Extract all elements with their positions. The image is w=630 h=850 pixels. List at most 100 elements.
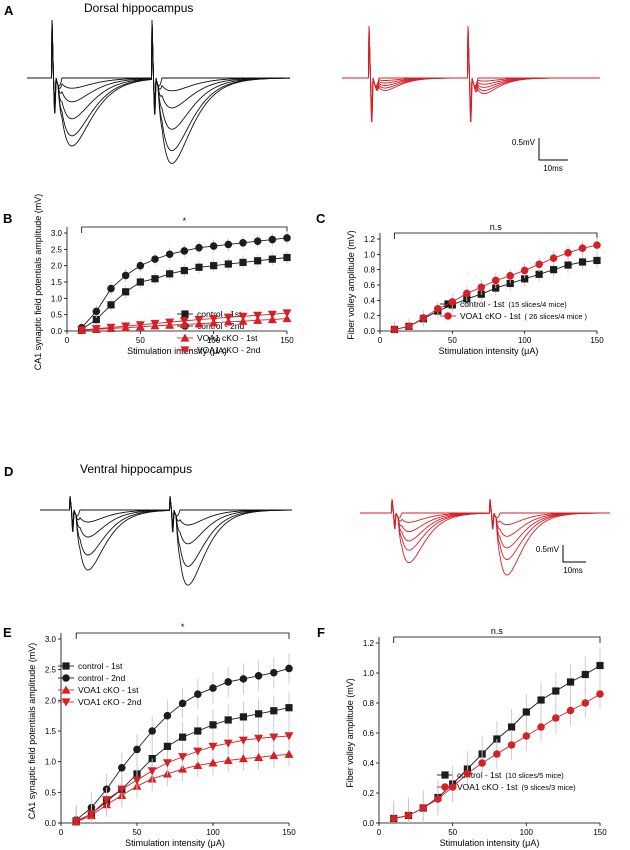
data-point: [267, 315, 277, 324]
legend-entry: VOA1 cKO - 1st: [58, 685, 139, 695]
y-tick-label: 0.6: [364, 281, 376, 290]
scale-bar-d: 0.5mV 10ms: [536, 545, 586, 575]
legend-name: control - 1st: [460, 299, 505, 309]
data-point: [92, 315, 100, 324]
x-tick-label: 150: [280, 336, 294, 345]
data-point: [419, 314, 428, 322]
data-point: [151, 255, 159, 263]
x-axis-label: Stimulation intensity (μA): [440, 838, 540, 848]
data-point: [122, 288, 130, 296]
data-point: [224, 260, 232, 268]
legend-name: control - 2nd: [197, 321, 245, 331]
trace-sweep: [40, 495, 292, 586]
legend-label: control - 1st (10 slices/5 mice): [457, 770, 564, 780]
y-tick-label: 0.2: [363, 789, 375, 798]
y-tick-label: 3.0: [51, 229, 63, 238]
legend-note: (15 slices/4 mice): [508, 300, 567, 309]
data-point: [593, 256, 601, 265]
data-point: [194, 727, 202, 735]
data-point: [267, 310, 277, 319]
data-point: [194, 315, 204, 325]
data-point: [91, 325, 101, 334]
data-point: [224, 716, 232, 724]
data-point: [282, 314, 292, 323]
legend-label: control - 1st (15 slices/4 mice): [460, 299, 567, 309]
series-voa1-cko-2nd: [77, 309, 292, 335]
legend-name: control - 1st: [457, 770, 502, 780]
x-tick-label: 50: [136, 336, 145, 345]
data-point: [179, 317, 189, 326]
y-tick-label: 0.4: [364, 296, 376, 305]
data-point: [193, 760, 203, 769]
x-tick-label: 0: [59, 828, 64, 837]
data-point: [238, 312, 248, 321]
y-tick-label: 1.0: [363, 669, 375, 678]
y-tick-label: 1.0: [51, 294, 63, 303]
panel-letter: B: [3, 211, 12, 226]
data-point: [596, 690, 604, 698]
data-point: [150, 319, 160, 328]
legend-label: VOA1 cKO - 1st (9 slices/3 mice): [457, 782, 576, 792]
data-point: [254, 752, 264, 761]
data-point: [208, 742, 218, 751]
scale-bar-a: 0.5mV 10ms: [512, 138, 568, 173]
series-control-2nd: [72, 653, 293, 824]
data-point: [239, 675, 248, 683]
legend-entry: VOA1 cKO - 1st (9 slices/3 mice): [437, 782, 576, 792]
x-tick-label: 50: [133, 828, 142, 837]
data-point: [521, 275, 529, 283]
data-point: [224, 240, 233, 249]
legend-name: VOA1 cKO - 1st: [460, 311, 521, 321]
y-axis-label: CA1 synaptic field potentials amplitude …: [27, 643, 37, 820]
data-point: [463, 289, 471, 298]
legend-marker: [180, 346, 190, 355]
data-point: [285, 664, 293, 673]
data-point: [270, 668, 278, 677]
data-point: [564, 249, 572, 257]
legend-name: VOA1 cKO - 1st: [197, 333, 258, 343]
data-point: [581, 699, 590, 707]
data-point: [209, 684, 217, 692]
data-point: [178, 753, 188, 762]
legend-marker: [444, 312, 452, 320]
data-point: [390, 325, 399, 334]
data-point: [102, 796, 112, 805]
legend-label: VOA1 cKO - 1st: [78, 685, 139, 695]
data-point: [550, 266, 558, 274]
legend-entry: control - 1st: [177, 309, 242, 319]
data-point: [537, 723, 545, 731]
y-tick-label: 0.8: [364, 266, 376, 275]
legend-name: VOA1 cKO - 2nd: [78, 697, 142, 707]
data-point: [147, 767, 157, 776]
legend-entry: control - 1st (15 slices/4 mice): [440, 299, 567, 309]
data-point: [564, 261, 572, 269]
data-point: [493, 750, 501, 758]
data-point: [210, 262, 218, 270]
data-point: [163, 711, 172, 720]
data-point: [477, 283, 486, 292]
traces-dorsal-cko: [342, 25, 600, 123]
legend-note: (10 slices/5 mice): [505, 771, 564, 780]
y-axis-label: CA1 synaptic field potentials amplitude …: [33, 194, 43, 371]
legend-marker: [62, 662, 70, 670]
y-tick-label: 2.0: [45, 696, 57, 705]
x-axis-label: Stimulation intensity (μA): [127, 346, 227, 356]
trace-sweep: [360, 498, 610, 523]
legend-marker: [180, 333, 190, 342]
data-point: [223, 739, 233, 748]
data-point: [166, 270, 174, 278]
data-point: [178, 699, 187, 708]
data-point: [478, 759, 486, 767]
data-point: [596, 661, 604, 670]
y-tick-label: 0.8: [363, 699, 375, 708]
legend-name: VOA1 cKO - 1st: [78, 685, 139, 695]
data-point: [448, 298, 457, 306]
x-tick-label: 100: [207, 336, 221, 345]
panel-letter-d: D: [4, 464, 13, 479]
x-axis-label: Stimulation intensity (μA): [125, 838, 225, 848]
trace-sweep: [360, 498, 610, 576]
data-point: [135, 321, 145, 330]
legend-label: VOA1 cKO - 2nd: [197, 345, 261, 355]
y-axis-label: Fiber volley amplitude (mV): [346, 230, 356, 340]
data-point: [165, 318, 175, 327]
